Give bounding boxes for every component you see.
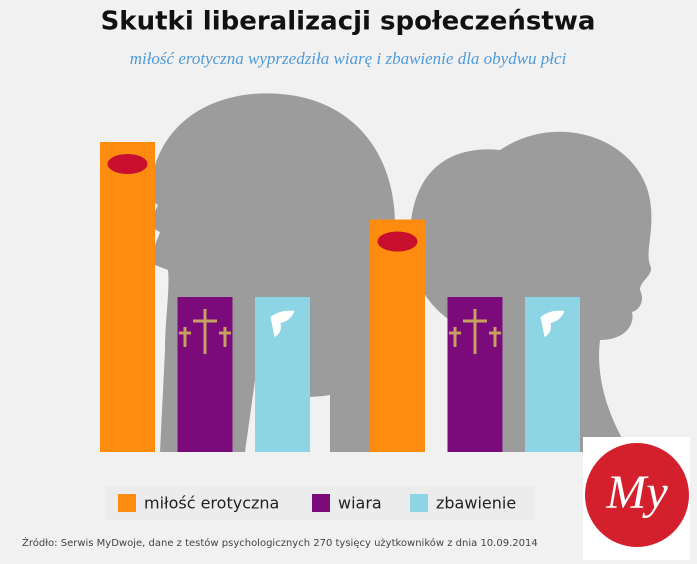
- legend-swatch: [312, 494, 330, 512]
- legend-swatch: [410, 494, 428, 512]
- legend-label: miłość erotyczna: [144, 494, 279, 513]
- bar: [255, 297, 310, 452]
- cross-icon: [179, 309, 231, 354]
- lips-icon: [107, 154, 148, 174]
- bar: [100, 142, 155, 452]
- bars: [100, 142, 580, 452]
- lips-icon: [377, 231, 418, 252]
- legend-label: wiara: [338, 494, 382, 513]
- legend-label: zbawienie: [436, 494, 516, 513]
- bar: [370, 219, 425, 452]
- legend-swatch: [118, 494, 136, 512]
- cross-icon: [449, 309, 501, 354]
- logo-text: My: [605, 466, 668, 519]
- female-silhouette: [410, 131, 652, 452]
- angel-icon: [540, 310, 565, 337]
- legend: miłość erotyczna wiara zbawienie: [105, 486, 535, 520]
- logo-circle: [585, 443, 689, 547]
- chart-title: Skutki liberalizacji społeczeństwa: [101, 7, 596, 37]
- source-note: Źródło: Serwis MyDwoje, dane z testów ps…: [22, 536, 538, 549]
- chart-subtitle: miłość erotyczna wyprzedziła wiarę i zba…: [130, 49, 567, 68]
- angel-icon: [270, 310, 295, 337]
- bar: [525, 297, 580, 452]
